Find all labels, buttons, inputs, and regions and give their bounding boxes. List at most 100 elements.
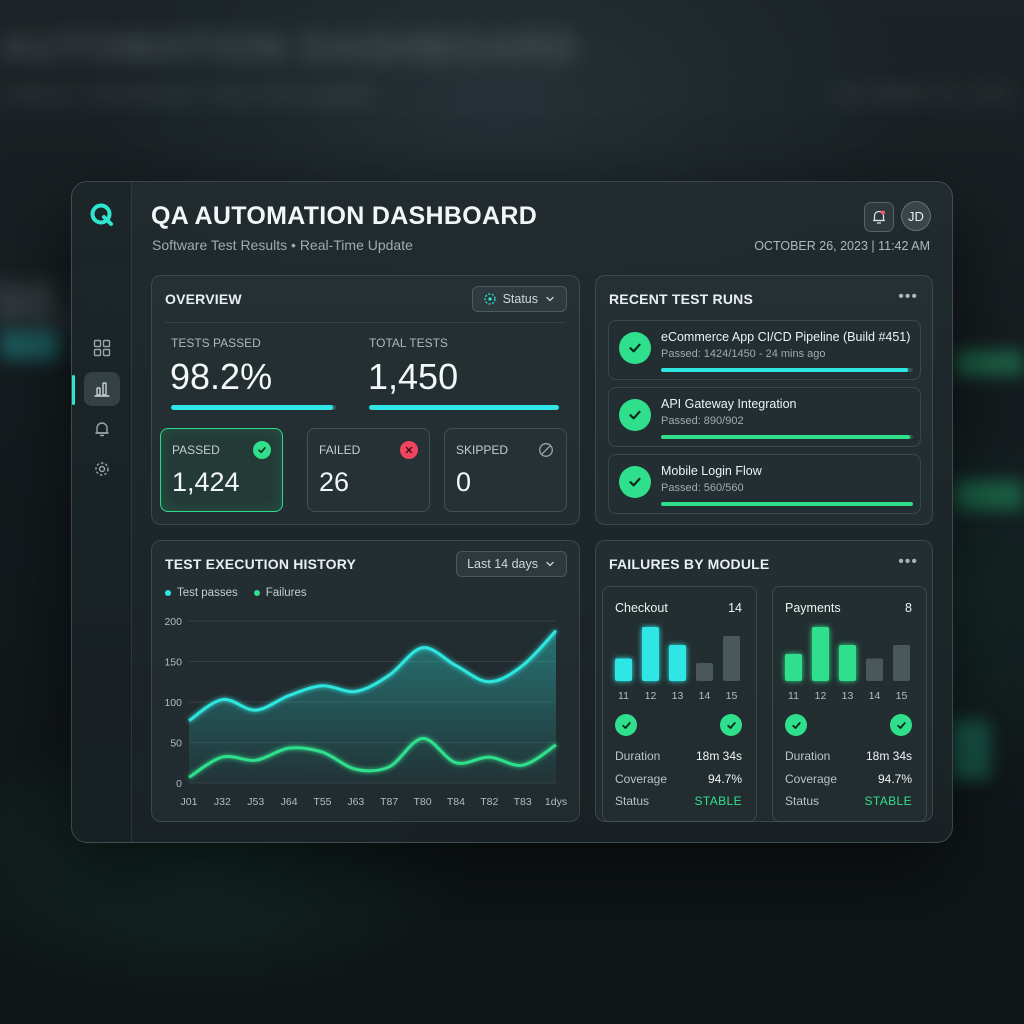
module-name: Checkout — [615, 601, 668, 615]
x-tick-label: T82 — [480, 796, 498, 808]
more-options-icon[interactable]: ••• — [898, 288, 918, 305]
data-point — [187, 719, 191, 723]
notifications-button[interactable] — [864, 202, 894, 232]
overview-card: OVERVIEW Status TESTS PASSED 98.2% TOTAL… — [151, 275, 580, 525]
status-value: STABLE — [694, 794, 742, 808]
sidebar-item-grid[interactable] — [84, 331, 120, 365]
current-datetime: OCTOBER 26, 2023 | 11:42 AM — [754, 239, 930, 253]
x-tick-label: T55 — [313, 796, 331, 808]
module-failure-count: 8 — [905, 601, 912, 615]
background-glow — [950, 720, 990, 780]
y-tick-label: 200 — [164, 616, 182, 628]
module-bar — [669, 645, 686, 681]
data-point — [454, 664, 458, 668]
data-point — [387, 765, 391, 769]
x-tick-label: T80 — [413, 796, 431, 808]
chevron-down-icon — [546, 296, 554, 302]
passed-label: PASSED — [172, 443, 220, 457]
failed-label: FAILED — [319, 443, 361, 457]
data-point — [287, 694, 291, 698]
test-run-progress-fill — [661, 502, 913, 506]
status-filter-label: Status — [502, 292, 538, 306]
logo-icon — [90, 203, 113, 226]
data-point — [320, 684, 324, 688]
check-circle-icon — [615, 714, 637, 736]
test-run-item[interactable]: eCommerce App CI/CD Pipeline (Build #451… — [608, 320, 921, 380]
test-run-progress-fill — [661, 435, 910, 439]
filter-icon — [483, 293, 496, 305]
sidebar-item-analytics[interactable] — [84, 372, 120, 406]
status-row: Status STABLE — [785, 794, 912, 808]
module-bar-chart: 11 12 13 14 15 — [785, 627, 910, 702]
sidebar-item-settings[interactable] — [84, 452, 120, 486]
module-bar — [785, 654, 802, 681]
sidebar-item-notifications[interactable] — [84, 412, 120, 446]
y-tick-label: 100 — [164, 697, 182, 709]
test-run-subtitle: Passed: 1424/1450 - 24 mins ago — [661, 348, 826, 360]
data-point — [487, 755, 491, 759]
total-tests-progress — [369, 405, 559, 410]
module-bar — [812, 627, 829, 681]
coverage-label: Coverage — [785, 772, 838, 786]
page-title: QA AUTOMATION DASHBOARD — [151, 202, 538, 230]
x-tick-label: T84 — [447, 796, 465, 808]
data-point — [254, 758, 258, 762]
data-point — [287, 746, 291, 750]
data-point — [521, 664, 525, 668]
x-tick-label: T83 — [514, 796, 532, 808]
module-bar — [893, 645, 910, 681]
module-bar-label: 12 — [815, 690, 827, 702]
module-bar-chart: 11 12 13 14 15 — [615, 627, 740, 702]
gear-icon — [95, 462, 109, 476]
date-range-dropdown[interactable]: Last 14 days — [456, 551, 567, 577]
bell-icon — [95, 422, 109, 437]
check-circle-icon — [720, 714, 742, 736]
duration-label: Duration — [615, 749, 661, 763]
check-circle-icon — [619, 332, 651, 364]
module-name: Payments — [785, 601, 841, 615]
duration-value: 18m 34s — [865, 749, 912, 763]
module-bar — [642, 627, 659, 681]
test-run-subtitle: Passed: 890/902 — [661, 415, 744, 427]
module-bar — [615, 658, 632, 681]
x-tick-label: J01 — [181, 796, 198, 808]
passed-stat-card[interactable]: PASSED 1,424 — [160, 428, 283, 512]
data-point — [454, 761, 458, 765]
data-point — [554, 629, 558, 633]
test-run-item[interactable]: API Gateway Integration Passed: 890/902 — [608, 387, 921, 447]
history-title: TEST EXECUTION HISTORY — [165, 556, 357, 572]
background-glow — [0, 330, 60, 360]
module-card-payments[interactable]: Payments 8 11 12 13 14 15 Duration 18m 34s Covera… — [772, 586, 927, 822]
passed-value: 1,424 — [172, 467, 240, 497]
data-point — [387, 673, 391, 677]
coverage-value: 94.7% — [707, 772, 742, 786]
test-run-subtitle: Passed: 560/560 — [661, 482, 744, 494]
module-bar-label: 13 — [672, 690, 684, 702]
test-run-item[interactable]: Mobile Login Flow Passed: 560/560 — [608, 454, 921, 514]
check-circle-icon — [619, 399, 651, 431]
module-bar-label: 11 — [788, 690, 799, 702]
data-point — [354, 767, 358, 771]
avatar[interactable]: JD — [901, 201, 931, 231]
series-line-test-passes — [188, 629, 558, 722]
data-point — [521, 763, 525, 767]
module-card-checkout[interactable]: Checkout 14 11 12 13 14 15 Duration 18m 34s Cover… — [602, 586, 757, 822]
more-options-icon[interactable]: ••• — [898, 553, 918, 570]
data-point — [554, 743, 558, 747]
x-tick-label: J64 — [281, 796, 298, 808]
background-glow — [955, 480, 1024, 510]
legend-item-passes: Test passes — [165, 587, 238, 599]
legend-dot — [165, 590, 171, 596]
recent-runs-title: RECENT TEST RUNS — [609, 291, 753, 307]
failed-stat-card[interactable]: FAILED 26 — [307, 428, 430, 512]
skipped-stat-card[interactable]: SKIPPED 0 — [444, 428, 567, 512]
background-subtitle: Software Test Results • Real-Time Update — [0, 84, 373, 106]
x-tick-label: J32 — [214, 796, 231, 808]
data-point — [187, 775, 191, 779]
module-bar-label: 13 — [842, 690, 854, 702]
x-tick-label: J53 — [247, 796, 264, 808]
data-point — [220, 755, 224, 759]
skipped-value: 0 — [456, 467, 472, 497]
legend-dot — [253, 590, 260, 596]
status-filter-dropdown[interactable]: Status — [471, 286, 567, 312]
